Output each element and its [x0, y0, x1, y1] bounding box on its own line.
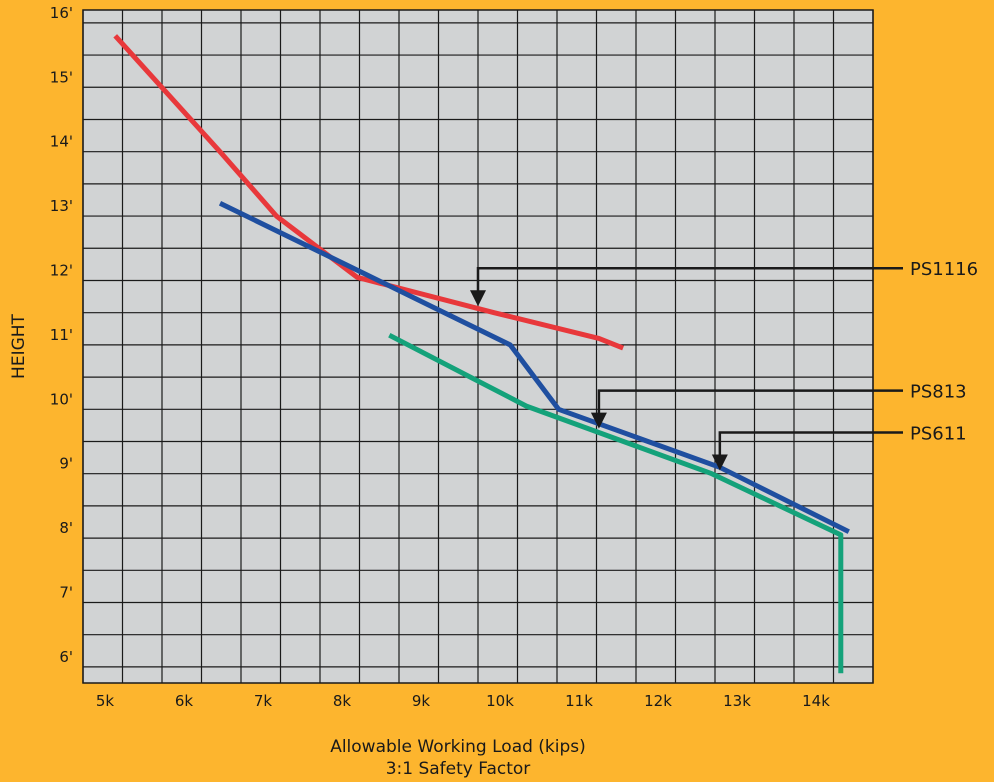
x-tick-label: 8k: [333, 692, 352, 710]
callout-line: [476, 266, 903, 293]
y-axis-title: HEIGHT: [9, 313, 29, 378]
callout-line: [597, 389, 903, 415]
y-tick-label: 12': [50, 261, 73, 279]
y-tick-label: 11': [50, 326, 73, 344]
x-tick-label: 14k: [802, 692, 830, 710]
x-tick-label: 13k: [723, 692, 751, 710]
x-tick-label: 6k: [175, 692, 194, 710]
callout-arrowhead: [470, 290, 486, 307]
x-tick-label: 12k: [644, 692, 672, 710]
y-tick-label: 16': [50, 4, 73, 22]
x-tick-label: 5k: [96, 692, 115, 710]
y-tick-label: 10': [50, 390, 73, 408]
y-tick-label: 7': [59, 583, 73, 601]
y-tick-label: 13': [50, 197, 73, 215]
tick-labels: 5k 6k 7k 8k 9k 10k 11k 12k 13k 14k 6' 7' 8' 9' 10' 11' 1…: [50, 4, 830, 710]
y-tick-label: 15': [50, 68, 73, 86]
grid-lines: [82, 9, 874, 684]
callout-label-ps611: PS611: [910, 423, 967, 444]
x-axis-title: Allowable Working Load (kips): [330, 737, 586, 757]
y-tick-label: 8': [59, 519, 73, 537]
callout-label-ps1116: PS1116: [910, 259, 978, 280]
callouts: PS1116 PS813 PS611: [470, 259, 978, 471]
x-tick-label: 7k: [254, 692, 273, 710]
callout-line: [718, 431, 903, 457]
series-lines: [113, 34, 850, 674]
series-line-ps611: [388, 332, 844, 674]
x-tick-label: 11k: [565, 692, 593, 710]
plot-border: [82, 9, 874, 684]
x-tick-label: 10k: [486, 692, 514, 710]
x-axis-subtitle: 3:1 Safety Factor: [386, 759, 531, 779]
callout-arrowhead: [711, 454, 728, 471]
x-tick-label: 9k: [412, 692, 431, 710]
callout-label-ps813: PS813: [910, 382, 967, 403]
y-tick-label: 9': [59, 455, 73, 473]
y-tick-label: 6': [59, 648, 73, 666]
callout-arrowhead: [590, 412, 607, 429]
series-line-ps813: [218, 200, 850, 534]
series-line-ps1116: [113, 34, 625, 351]
y-tick-label: 14': [50, 133, 73, 151]
